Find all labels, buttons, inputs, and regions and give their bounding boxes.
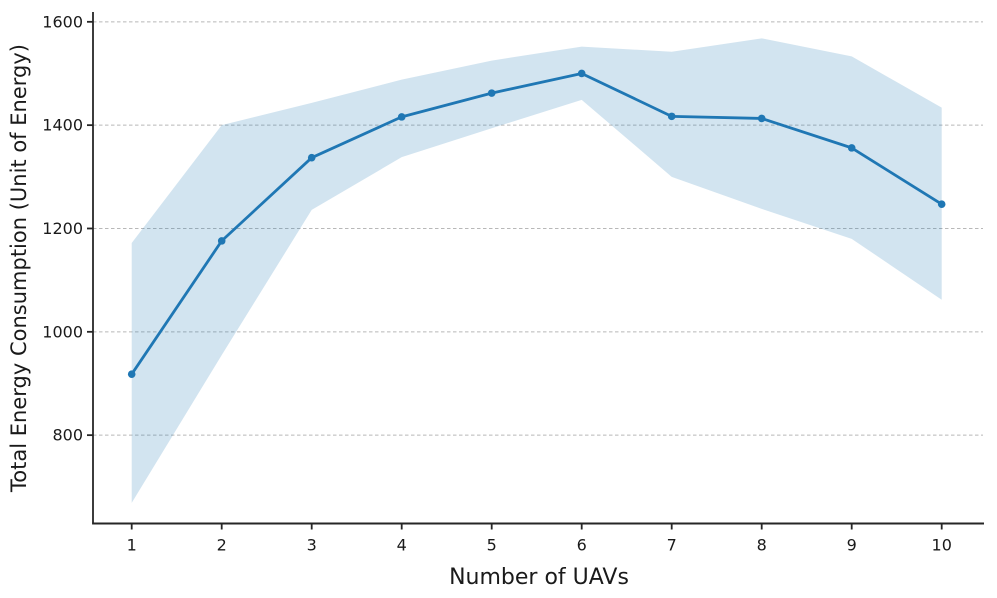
confidence-band-layer <box>131 38 942 503</box>
mean-energy-line <box>130 72 944 376</box>
axis-ticks <box>87 20 943 530</box>
data-point-x4 <box>397 113 406 121</box>
data-point-x7 <box>667 112 676 121</box>
x-tick-label-1: 1 <box>127 536 137 555</box>
x-tick-label-7: 7 <box>667 536 677 555</box>
y-axis-label: Total Energy Consumption (Unit of Energy… <box>7 44 31 493</box>
data-point-x3 <box>307 153 316 162</box>
y-tick-label-1200: 1200 <box>42 219 83 238</box>
x-tick-label-9: 9 <box>847 536 857 555</box>
axis-spines <box>92 12 984 525</box>
confidence-band <box>131 38 942 503</box>
data-point-x5 <box>487 89 496 97</box>
y-tick-label-1400: 1400 <box>42 116 83 135</box>
data-point-x6 <box>577 69 586 78</box>
y-tick-label-800: 800 <box>52 426 83 445</box>
mean-line-layer <box>130 72 944 376</box>
x-tick-label-4: 4 <box>397 536 407 555</box>
x-tick-label-5: 5 <box>487 536 497 555</box>
y-tick-label-1000: 1000 <box>42 322 83 341</box>
x-tick-label-3: 3 <box>307 536 317 555</box>
data-point-x8 <box>757 114 766 123</box>
data-point-markers <box>127 69 946 378</box>
x-tick-label-8: 8 <box>757 536 767 555</box>
x-axis-label: Number of UAVs <box>449 565 629 590</box>
data-point-x2 <box>217 237 226 245</box>
x-tick-label-10: 10 <box>932 536 952 555</box>
axis-tick-labels: 800 1000 1200 1400 1600 1 2 3 4 5 6 7 8 9 10 <box>42 12 952 554</box>
y-tick-label-1600: 1600 <box>42 12 83 31</box>
data-point-x10 <box>937 200 946 208</box>
gridlines <box>93 21 983 436</box>
data-point-x1 <box>127 370 136 378</box>
x-tick-label-2: 2 <box>217 536 227 555</box>
x-tick-label-6: 6 <box>577 536 587 555</box>
data-point-x9 <box>847 144 856 152</box>
